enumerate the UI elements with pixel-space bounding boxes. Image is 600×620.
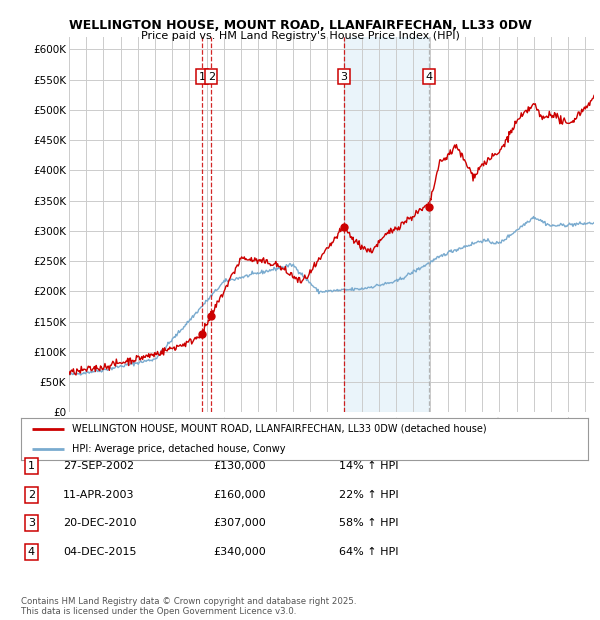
Text: Price paid vs. HM Land Registry's House Price Index (HPI): Price paid vs. HM Land Registry's House … [140, 31, 460, 41]
Text: £130,000: £130,000 [213, 461, 266, 471]
Text: 64% ↑ HPI: 64% ↑ HPI [339, 547, 398, 557]
Text: 2: 2 [28, 490, 35, 500]
Text: 2: 2 [208, 71, 215, 82]
Text: £160,000: £160,000 [213, 490, 266, 500]
Bar [344, 37, 429, 412]
Text: HPI: Average price, detached house, Conwy: HPI: Average price, detached house, Conw… [72, 444, 286, 454]
Text: WELLINGTON HOUSE, MOUNT ROAD, LLANFAIRFECHAN, LL33 0DW: WELLINGTON HOUSE, MOUNT ROAD, LLANFAIRFE… [68, 19, 532, 32]
Text: 58% ↑ HPI: 58% ↑ HPI [339, 518, 398, 528]
Text: 11-APR-2003: 11-APR-2003 [63, 490, 134, 500]
Text: 1: 1 [28, 461, 35, 471]
Text: This data is licensed under the Open Government Licence v3.0.: This data is licensed under the Open Gov… [21, 606, 296, 616]
Text: 1: 1 [199, 71, 206, 82]
Text: 4: 4 [425, 71, 433, 82]
Text: WELLINGTON HOUSE, MOUNT ROAD, LLANFAIRFECHAN, LL33 0DW (detached house): WELLINGTON HOUSE, MOUNT ROAD, LLANFAIRFE… [72, 424, 487, 434]
Text: 3: 3 [28, 518, 35, 528]
Text: £340,000: £340,000 [213, 547, 266, 557]
Text: £307,000: £307,000 [213, 518, 266, 528]
Text: 14% ↑ HPI: 14% ↑ HPI [339, 461, 398, 471]
Text: 3: 3 [340, 71, 347, 82]
Text: Contains HM Land Registry data © Crown copyright and database right 2025.: Contains HM Land Registry data © Crown c… [21, 597, 356, 606]
Text: 04-DEC-2015: 04-DEC-2015 [63, 547, 137, 557]
Text: 20-DEC-2010: 20-DEC-2010 [63, 518, 137, 528]
Text: 22% ↑ HPI: 22% ↑ HPI [339, 490, 398, 500]
Text: 4: 4 [28, 547, 35, 557]
Text: 27-SEP-2002: 27-SEP-2002 [63, 461, 134, 471]
